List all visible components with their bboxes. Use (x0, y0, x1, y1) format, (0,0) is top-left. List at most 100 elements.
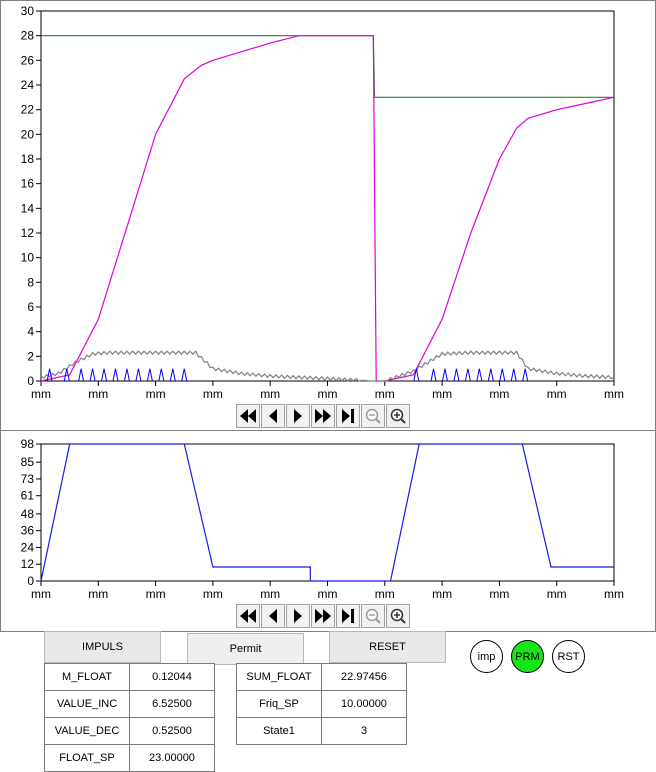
y-tick-label: 48 (21, 507, 35, 521)
table-row: Friq_SP 10.00000 (236, 690, 407, 718)
fast-forward-button[interactable] (311, 604, 335, 628)
y-tick-label: 73 (21, 472, 35, 486)
skip-end-icon (341, 408, 355, 424)
y-tick-label: 98 (21, 437, 35, 451)
impulse-mark (112, 368, 119, 382)
zoom-in-button[interactable] (386, 604, 410, 628)
y-tick-label: 20 (21, 127, 35, 141)
impulse-mark (146, 368, 153, 382)
play-icon (292, 408, 304, 424)
y-tick-label: 4 (27, 325, 34, 339)
impulse-mark (169, 368, 176, 382)
step-back-icon (267, 408, 279, 424)
y-tick-label: 24 (21, 540, 35, 554)
impulse-mark (63, 368, 70, 382)
impuls-button[interactable]: IMPULS (44, 631, 161, 663)
fast-forward-button[interactable] (311, 404, 335, 428)
impulse-mark (499, 368, 506, 382)
values-table-left: M_FLOAT 0.12044 VALUE_INC 6.52500 VALUE_… (44, 663, 215, 772)
chart-bottom-toolbar (236, 604, 410, 628)
fast-rewind-icon (239, 608, 257, 624)
x-tick-label: mm (375, 387, 395, 401)
x-tick-label: mm (547, 387, 567, 401)
zoom-out-button[interactable] (361, 404, 385, 428)
impulse-mark (476, 368, 483, 382)
impulse-mark (430, 368, 437, 382)
step-back-button[interactable] (261, 604, 285, 628)
permit-button[interactable]: Permit (187, 633, 304, 665)
y-tick-label: 8 (27, 275, 34, 289)
impulse-mark (101, 368, 108, 382)
sum-float-label: SUM_FLOAT (236, 663, 322, 691)
zoom-in-icon (389, 407, 407, 425)
chart-panel-bottom: 0 12 24 36 48 61 73 85 98 mm mm mm mm mm mm mm mm mm mm mm (0, 430, 656, 632)
impulse-mark (158, 368, 165, 382)
float-sp-value: 23.00000 (129, 744, 215, 772)
skip-end-button[interactable] (336, 404, 360, 428)
friq-sp-label: Friq_SP (236, 690, 322, 718)
impulse-mark (89, 368, 96, 382)
float-sp-label: FLOAT_SP (44, 744, 130, 772)
play-button[interactable] (286, 404, 310, 428)
x-tick-label: mm (547, 587, 567, 601)
value-dec-label: VALUE_DEC (44, 717, 130, 745)
table-row: VALUE_DEC 0.52500 (44, 717, 215, 745)
plot-area (40, 443, 615, 582)
rst-indicator: RST (552, 640, 585, 673)
table-row: SUM_FLOAT 22.97456 (236, 663, 407, 691)
plot-area (40, 10, 615, 382)
y-tick-label: 14 (21, 201, 35, 215)
impulse-mark (181, 368, 188, 382)
series-rate (40, 350, 615, 382)
x-tick-label: mm (31, 387, 51, 401)
x-tick-label: mm (318, 387, 338, 401)
y-tick-label: 6 (27, 300, 34, 314)
impulse-mark (413, 368, 420, 382)
y-tick-label: 2 (27, 349, 34, 363)
zoom-out-icon (364, 407, 382, 425)
impulse-mark (510, 368, 517, 382)
skip-end-button[interactable] (336, 604, 360, 628)
x-tick-label: mm (146, 387, 166, 401)
y-tick-label: 30 (21, 4, 35, 18)
impulse-mark (453, 368, 460, 382)
series-output (40, 443, 614, 582)
values-table-right: SUM_FLOAT 22.97456 Friq_SP 10.00000 Stat… (236, 663, 407, 745)
impulse-mark (78, 368, 85, 382)
y-tick-label: 85 (21, 455, 35, 469)
y-tick-label: 26 (21, 53, 35, 67)
friq-sp-value: 10.00000 (321, 690, 407, 718)
zoom-in-button[interactable] (386, 404, 410, 428)
sum-float-value: 22.97456 (321, 663, 407, 691)
y-tick-label: 10 (21, 251, 35, 265)
y-tick-label: 22 (21, 103, 35, 117)
fast-rewind-icon (239, 408, 257, 424)
impulse-mark (46, 368, 53, 382)
fast-rewind-button[interactable] (236, 404, 260, 428)
table-row: FLOAT_SP 23.00000 (44, 744, 215, 772)
step-back-button[interactable] (261, 404, 285, 428)
impulse-mark (464, 368, 471, 382)
x-tick-label: mm (146, 587, 166, 601)
value-inc-label: VALUE_INC (44, 690, 130, 718)
y-tick-label: 24 (21, 78, 35, 92)
fast-rewind-button[interactable] (236, 604, 260, 628)
x-tick-label: mm (432, 587, 452, 601)
reset-button[interactable]: RESET (329, 631, 446, 663)
x-tick-label: mm (88, 587, 108, 601)
y-tick-label: 28 (21, 29, 35, 43)
value-dec-value: 0.52500 (129, 717, 215, 745)
step-back-icon (267, 608, 279, 624)
m-float-value: 0.12044 (129, 663, 215, 691)
x-tick-label: mm (260, 587, 280, 601)
state1-value: 3 (321, 717, 407, 745)
zoom-out-button[interactable] (361, 604, 385, 628)
skip-end-icon (341, 608, 355, 624)
m-float-label: M_FLOAT (44, 663, 130, 691)
y-tick-label: 18 (21, 152, 35, 166)
series-impulse (46, 368, 529, 382)
impulse-mark (487, 368, 494, 382)
play-button[interactable] (286, 604, 310, 628)
x-tick-label: mm (203, 387, 223, 401)
